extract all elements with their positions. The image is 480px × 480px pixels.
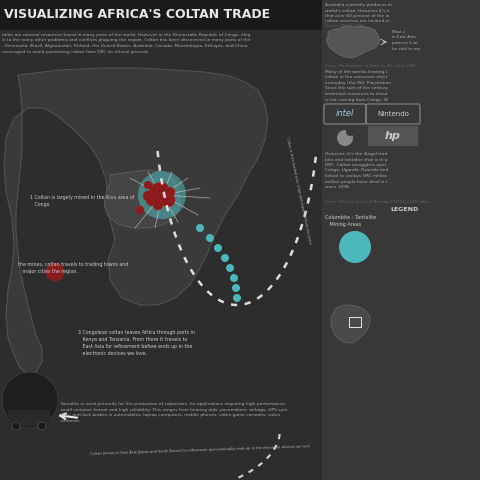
- Text: hp: hp: [385, 131, 401, 141]
- Circle shape: [146, 194, 158, 206]
- Circle shape: [337, 130, 353, 146]
- Circle shape: [2, 372, 58, 428]
- Text: Source: The Economics of Tantalum, 4th edition 2008: Source: The Economics of Tantalum, 4th e…: [325, 64, 415, 68]
- Circle shape: [136, 206, 144, 214]
- Circle shape: [38, 422, 46, 430]
- Polygon shape: [331, 305, 370, 343]
- Circle shape: [214, 244, 222, 252]
- Circle shape: [226, 264, 234, 272]
- Circle shape: [153, 200, 163, 210]
- Circle shape: [144, 181, 152, 189]
- FancyBboxPatch shape: [368, 126, 418, 146]
- Text: Source: UN Security Council Meetings S/2179 & S/2000 Add.2: Source: UN Security Council Meetings S/2…: [325, 200, 429, 204]
- Text: 3 Congolese coltan leaves Africa through ports in
   Kenya and Tanzania. From th: 3 Congolese coltan leaves Africa through…: [78, 330, 195, 356]
- Text: talite are mineral resources found in many parts of the world. However in the De: talite are mineral resources found in ma…: [2, 33, 251, 53]
- Bar: [322, 0, 480, 480]
- Text: Australia currently produces m
world's coltan. However it's e
that over 60 perce: Australia currently produces m world's c…: [325, 3, 392, 24]
- Text: However, it's the illegal trad
bite and tantalite that is in p
DRC. Coltan smugg: However, it's the illegal trad bite and …: [325, 152, 388, 189]
- Circle shape: [138, 171, 186, 219]
- Text: LEGEND: LEGEND: [390, 207, 418, 212]
- Circle shape: [156, 182, 168, 194]
- Polygon shape: [4, 68, 268, 374]
- Text: Tantalite is used primarily for the production of capacitors, for applications r: Tantalite is used primarily for the prod…: [55, 402, 289, 422]
- Circle shape: [339, 231, 371, 263]
- Circle shape: [165, 187, 175, 197]
- Bar: [349, 317, 361, 327]
- Text: VISUALIZING AFRICA'S COLTAN TRADE: VISUALIZING AFRICA'S COLTAN TRADE: [4, 9, 270, 22]
- Text: Coltan is then loaded onto ships and exported from the ports: Coltan is then loaded onto ships and exp…: [285, 136, 312, 244]
- Text: Coltan arrives in East Asia (Japan and South Korea) for refinement and eventuall: Coltan arrives in East Asia (Japan and S…: [90, 444, 310, 456]
- Text: the mines, coltan travels to trading towns and
   major cities the region.: the mines, coltan travels to trading tow…: [18, 262, 128, 274]
- Text: Columbite - Tantalite
   Mining Areas: Columbite - Tantalite Mining Areas: [325, 215, 376, 228]
- Circle shape: [143, 191, 153, 201]
- Circle shape: [233, 294, 241, 302]
- Circle shape: [230, 274, 238, 282]
- Circle shape: [12, 422, 20, 430]
- Circle shape: [232, 284, 240, 292]
- Polygon shape: [104, 170, 180, 228]
- Text: 1 Coltan is largely mined in the Kivu area of
   Congo: 1 Coltan is largely mined in the Kivu ar…: [30, 195, 134, 207]
- Circle shape: [221, 254, 229, 262]
- Text: Nintendo: Nintendo: [377, 111, 409, 117]
- Bar: [0, 0, 322, 30]
- Polygon shape: [326, 26, 380, 58]
- Text: Many of the worlds leading t
coltan in the consumer elect
everyday (the Wii, Pla: Many of the worlds leading t coltan in t…: [325, 70, 391, 101]
- Circle shape: [206, 234, 214, 242]
- Text: intel: intel: [336, 109, 354, 119]
- Circle shape: [149, 183, 167, 201]
- FancyBboxPatch shape: [8, 410, 50, 426]
- Text: Source: GAS 09 1929: Source: GAS 09 1929: [325, 24, 362, 28]
- Text: Most c
in East Asia
process it wi
be sold to ma: Most c in East Asia process it wi be sol…: [392, 30, 420, 50]
- Circle shape: [161, 193, 175, 207]
- Circle shape: [196, 224, 204, 232]
- Circle shape: [46, 263, 64, 281]
- Circle shape: [346, 128, 354, 136]
